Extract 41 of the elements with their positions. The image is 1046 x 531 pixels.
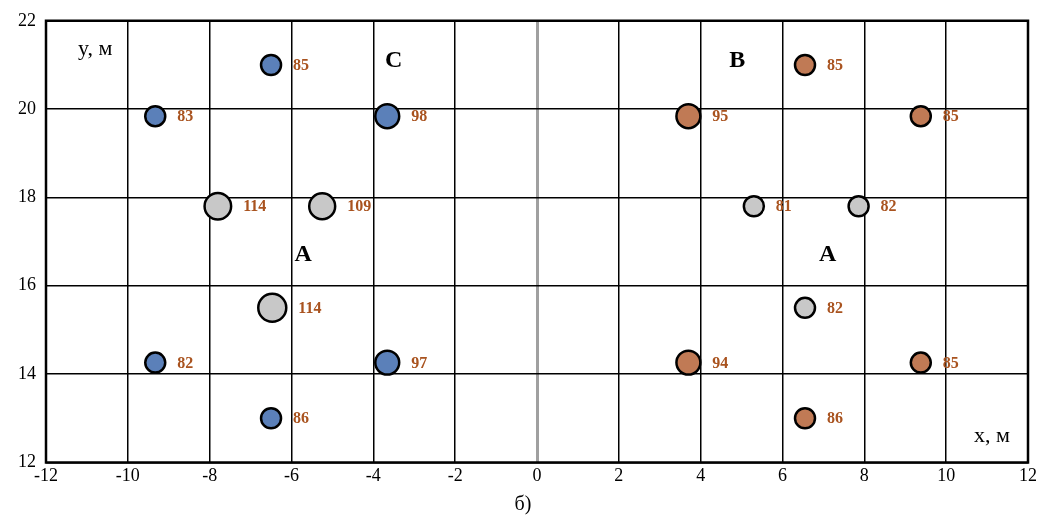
annotation: A bbox=[819, 240, 837, 267]
annotation: 94 bbox=[712, 353, 729, 371]
y-tick-label: 12 bbox=[18, 451, 36, 472]
y-axis-title: y, м bbox=[78, 34, 113, 60]
y-tick-label: 18 bbox=[18, 186, 36, 207]
x-tick-label: -6 bbox=[284, 464, 299, 485]
x-tick-label: -4 bbox=[365, 464, 381, 485]
x-tick-label: -8 bbox=[202, 464, 218, 485]
x-tick-label: 12 bbox=[1019, 464, 1037, 485]
annotation: 82 bbox=[827, 298, 843, 316]
x-tick-label: -12 bbox=[34, 464, 58, 485]
annotation: 98 bbox=[411, 107, 428, 125]
annotation: 114 bbox=[298, 298, 322, 316]
annotation: 85 bbox=[827, 56, 843, 74]
annotation: 86 bbox=[293, 409, 310, 427]
y-tick-label: 16 bbox=[18, 274, 36, 295]
annotation: 83 bbox=[177, 107, 194, 125]
annotation: 95 bbox=[712, 107, 729, 125]
annotation: 97 bbox=[411, 353, 428, 371]
y-tick-label: 22 bbox=[18, 9, 36, 30]
annotation: 82 bbox=[177, 353, 194, 371]
annotation: 86 bbox=[827, 409, 843, 427]
text: б) bbox=[513, 492, 533, 515]
annotation: 85 bbox=[293, 56, 310, 74]
annotation: C bbox=[384, 45, 403, 72]
x-tick-label: 10 bbox=[937, 464, 956, 485]
x-tick-label: 4 bbox=[696, 464, 706, 485]
x-axis-title: x, м bbox=[974, 422, 1011, 448]
x-tick-label: 8 bbox=[859, 464, 869, 485]
annotation: A bbox=[294, 240, 313, 267]
x-tick-label: 2 bbox=[614, 464, 624, 485]
annotation: 114 bbox=[243, 197, 267, 215]
annotation: B bbox=[729, 45, 746, 72]
y-tick-label: 20 bbox=[18, 97, 36, 118]
x-tick-label: -10 bbox=[115, 464, 140, 485]
annotation: 109 bbox=[347, 197, 372, 215]
y-tick-label: 14 bbox=[18, 362, 36, 383]
annotation: 82 bbox=[880, 197, 897, 215]
x-tick-label: 6 bbox=[778, 464, 787, 485]
x-tick-label: -2 bbox=[447, 464, 463, 485]
x-tick-label: 0 bbox=[532, 464, 542, 485]
